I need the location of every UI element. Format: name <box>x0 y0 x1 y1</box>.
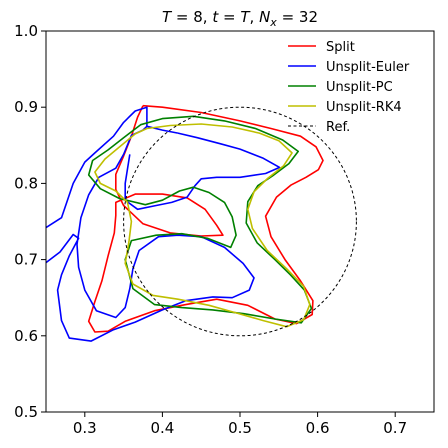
plot-background <box>46 31 434 412</box>
series-unsplit-pc-line <box>87 115 313 324</box>
x-tick-label: 0.7 <box>383 419 407 437</box>
x-tick-label: 0.3 <box>73 419 97 437</box>
chart-title: T = 8, t = T, Nx = 32 <box>162 8 318 29</box>
y-tick-label: 0.8 <box>14 174 38 192</box>
y-tick-label: 1.0 <box>14 22 38 40</box>
y-tick-label: 0.7 <box>14 251 38 269</box>
x-tick-label: 0.5 <box>228 419 252 437</box>
title-part: = 32 <box>277 8 318 26</box>
y-tick-label: 0.9 <box>14 98 38 116</box>
title-part: T <box>240 8 251 26</box>
legend-label: Split <box>326 40 355 55</box>
series-ref-circle <box>123 106 357 337</box>
title-part: x <box>269 16 277 29</box>
series-unsplit-euler-line <box>46 106 179 229</box>
series-unsplit-euler-line <box>46 125 255 342</box>
series-layer <box>46 104 357 342</box>
axis-layer: 0.3 0.4 0.5 0.6 0.7 0.5 0.6 0.7 0.8 0.9 1.0 <box>14 22 407 437</box>
legend-label: Ref. <box>326 120 350 135</box>
y-tick-label: 0.6 <box>14 327 38 345</box>
series-unsplit-rk4-line <box>94 123 311 328</box>
legend-label: Unsplit-PC <box>326 80 393 95</box>
title-part: T <box>162 8 173 26</box>
title-part: = 8, <box>171 8 212 26</box>
series-unsplit-euler-line <box>124 132 281 211</box>
legend-label: Unsplit-Euler <box>326 60 410 75</box>
title-part: N <box>259 8 270 26</box>
title-part: t <box>212 8 219 26</box>
y-tick-label: 0.5 <box>14 403 38 421</box>
title-part: = <box>218 8 240 26</box>
title-part: , <box>250 8 260 26</box>
legend: Split Unsplit-Euler Unsplit-PC Unsplit-RK4 R… <box>288 40 410 135</box>
legend-label: Unsplit-RK4 <box>326 100 402 115</box>
plot-frame <box>45 30 435 413</box>
x-tick-label: 0.4 <box>150 419 174 437</box>
x-tick-label: 0.6 <box>306 419 330 437</box>
